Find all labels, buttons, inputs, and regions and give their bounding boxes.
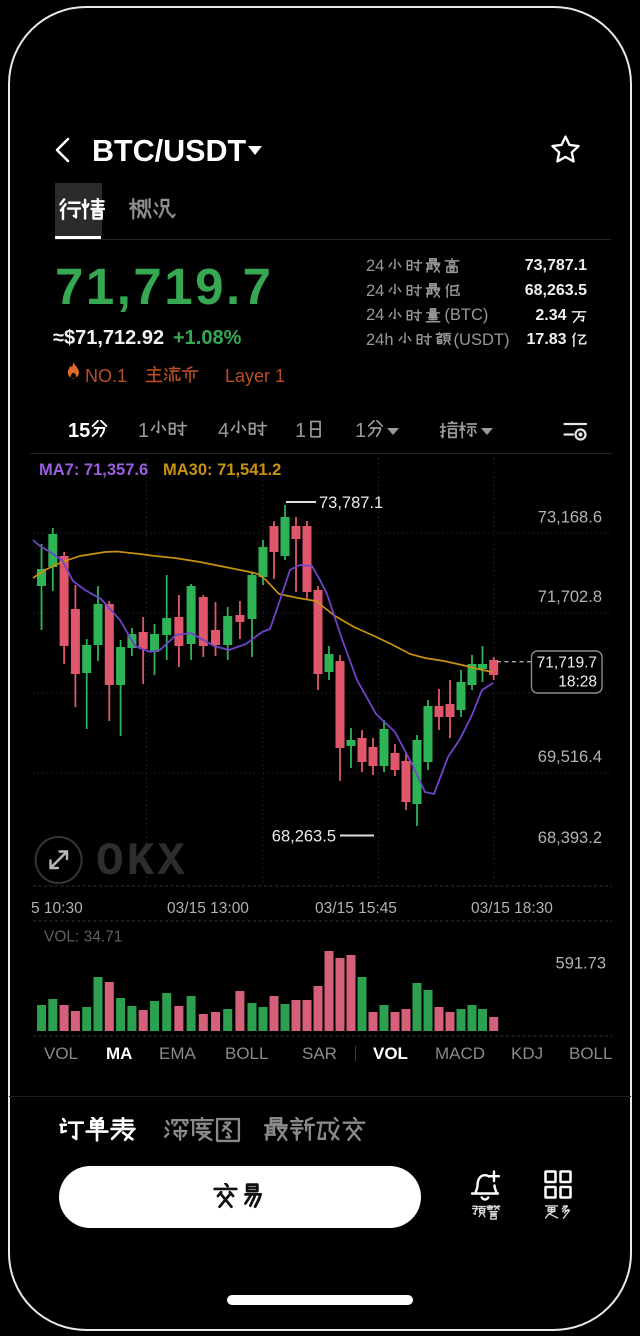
svg-text:73,168.6: 73,168.6 (538, 508, 602, 526)
svg-text:MA30: 71,541.2: MA30: 71,541.2 (163, 461, 281, 479)
svg-text:68,263.5: 68,263.5 (272, 828, 336, 846)
svg-text:68,393.2: 68,393.2 (538, 829, 602, 847)
svg-text:VOL: 34.71: VOL: 34.71 (44, 929, 122, 946)
svg-text:73,787.1: 73,787.1 (319, 494, 383, 512)
svg-text:591.73: 591.73 (556, 955, 606, 973)
svg-text:03/15 15:45: 03/15 15:45 (315, 900, 397, 917)
svg-text:OKX: OKX (96, 836, 188, 888)
svg-text:69,516.4: 69,516.4 (538, 748, 602, 766)
svg-text:03/15 18:30: 03/15 18:30 (471, 900, 553, 917)
svg-text:03/15 13:00: 03/15 13:00 (167, 900, 249, 917)
svg-text:71,702.8: 71,702.8 (538, 588, 602, 606)
svg-text:18:28: 18:28 (558, 674, 597, 691)
svg-text:71,719.7: 71,719.7 (537, 655, 597, 672)
svg-text:MA7: 71,357.6: MA7: 71,357.6 (39, 461, 148, 479)
svg-text:5 10:30: 5 10:30 (31, 900, 83, 917)
